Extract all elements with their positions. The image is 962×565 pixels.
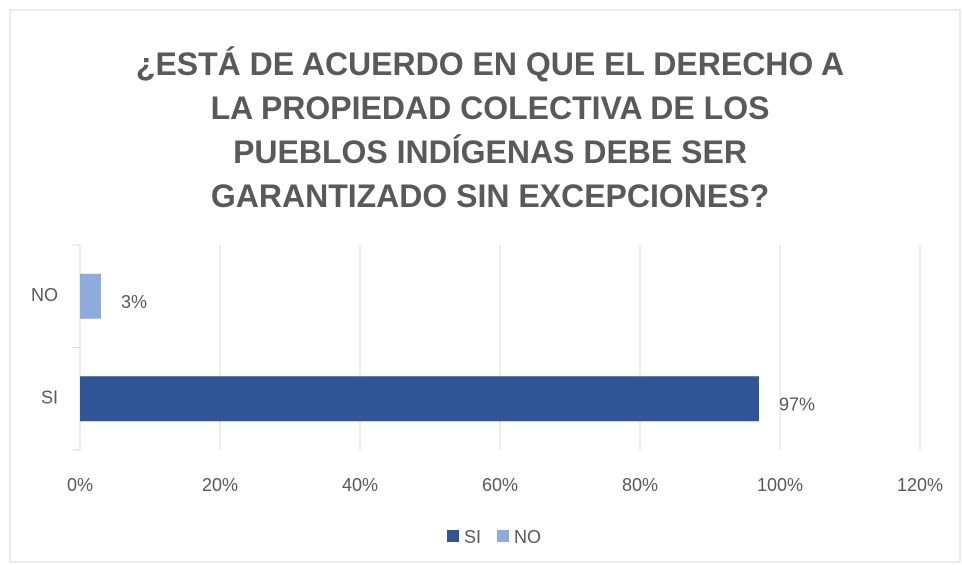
y-tick-label: SI — [41, 388, 58, 408]
legend-label: NO — [514, 527, 541, 547]
x-tick-label: 100% — [757, 475, 803, 495]
bar — [80, 273, 101, 319]
x-tick-label: 80% — [622, 475, 658, 495]
x-tick-label: 20% — [202, 475, 238, 495]
legend-swatch — [447, 530, 459, 542]
x-tick-label: 40% — [342, 475, 378, 495]
chart-title: ¿ESTÁ DE ACUERDO EN QUE EL DERECHO A LA … — [135, 46, 845, 214]
y-tick-label: NO — [31, 285, 58, 305]
x-tick-label: 120% — [897, 475, 943, 495]
bar — [80, 376, 759, 422]
data-label: 3% — [121, 292, 147, 312]
data-label: 97% — [779, 395, 815, 415]
x-tick-label: 60% — [482, 475, 518, 495]
legend-swatch — [497, 530, 510, 542]
legend-label: SI — [464, 527, 481, 547]
x-tick-label: 0% — [67, 475, 93, 495]
chart-frame — [9, 9, 961, 563]
